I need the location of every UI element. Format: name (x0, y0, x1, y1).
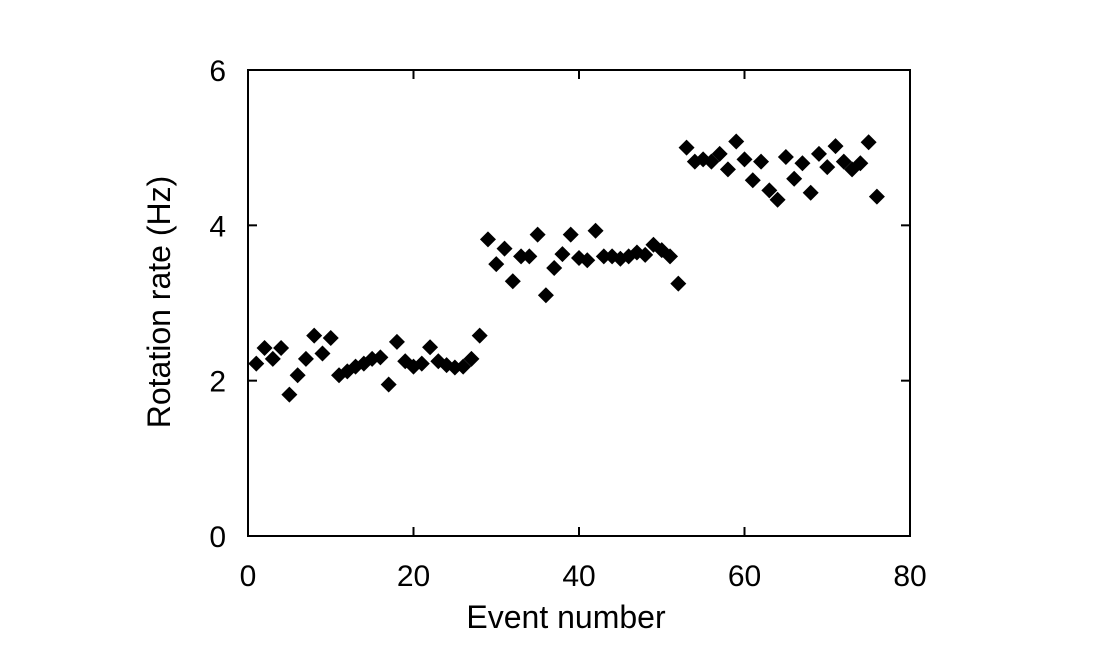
data-point-diamond (637, 246, 654, 263)
data-point-diamond (736, 151, 753, 168)
data-point-diamond (794, 155, 811, 172)
data-point-diamond (256, 340, 273, 357)
data-point-diamond (513, 248, 530, 265)
x-tick-label: 20 (397, 560, 430, 593)
data-point-diamond (852, 155, 869, 172)
data-point-diamond (703, 153, 720, 170)
data-point-diamond (711, 145, 728, 162)
data-point-diamond (529, 226, 546, 243)
data-point-diamond (521, 248, 538, 265)
data-point-diamond (388, 333, 405, 350)
y-tick-labels: 0 2 4 6 (209, 55, 226, 554)
data-point-diamond (728, 133, 745, 150)
y-tick-label: 6 (209, 55, 226, 88)
data-point-diamond (537, 287, 554, 304)
data-point-diamond (860, 134, 877, 151)
data-point-diamond (786, 170, 803, 187)
data-point-diamond (322, 329, 339, 346)
data-point-diamond (587, 222, 604, 239)
data-point-diamond (554, 246, 571, 263)
data-point-diamond (835, 153, 852, 170)
data-point-diamond (777, 148, 794, 165)
data-point-diamond (297, 350, 314, 367)
data-point-diamond (264, 350, 281, 367)
data-point-diamond (868, 188, 885, 205)
data-point-diamond (827, 138, 844, 155)
data-point-diamond (306, 327, 323, 344)
y-tick-label: 0 (209, 521, 226, 554)
data-point-diamond (595, 248, 612, 265)
y-axis-title: Rotation rate (Hz) (141, 176, 177, 429)
data-point-diamond (670, 275, 687, 292)
y-tick-label: 4 (209, 210, 226, 243)
data-point-diamond (289, 367, 306, 384)
data-point-diamond (753, 153, 770, 170)
data-point-diamond (314, 345, 331, 362)
y-tick-label: 2 (209, 366, 226, 399)
data-point-diamond (819, 159, 836, 176)
data-point-diamond (562, 226, 579, 243)
data-point-diamond (504, 273, 521, 290)
data-point-diamond (422, 339, 439, 356)
data-point-diamond (479, 231, 496, 248)
data-point-diamond (488, 256, 505, 273)
data-point-diamond (413, 355, 430, 372)
data-point-diamond (380, 376, 397, 393)
x-tick-label: 0 (240, 560, 257, 593)
plot-frame (247, 69, 911, 537)
data-point-diamond (653, 242, 670, 259)
x-axis-title: Event number (466, 599, 666, 635)
data-point-diamond (248, 355, 265, 372)
data-point-diamond (455, 358, 472, 375)
data-point-diamond (471, 327, 488, 344)
data-point-diamond (496, 240, 513, 257)
data-points (248, 133, 885, 403)
data-point-diamond (761, 182, 778, 199)
data-point-diamond (769, 191, 786, 208)
data-point-diamond (281, 386, 298, 403)
x-tick-label: 60 (728, 560, 761, 593)
axis-ticks (247, 69, 911, 537)
x-tick-labels: 0 20 40 60 80 (240, 560, 927, 593)
data-point-diamond (372, 349, 389, 366)
data-point-diamond (662, 248, 679, 265)
x-tick-label: 80 (893, 560, 926, 593)
data-point-diamond (802, 184, 819, 201)
data-point-diamond (810, 145, 827, 162)
data-point-diamond (546, 260, 563, 277)
data-point-diamond (579, 252, 596, 269)
data-point-diamond (719, 161, 736, 178)
data-point-diamond (744, 172, 761, 189)
data-point-diamond (678, 139, 695, 156)
data-point-diamond (273, 340, 290, 357)
data-point-diamond (612, 250, 629, 267)
x-tick-label: 40 (562, 560, 595, 593)
data-point-diamond (463, 350, 480, 367)
